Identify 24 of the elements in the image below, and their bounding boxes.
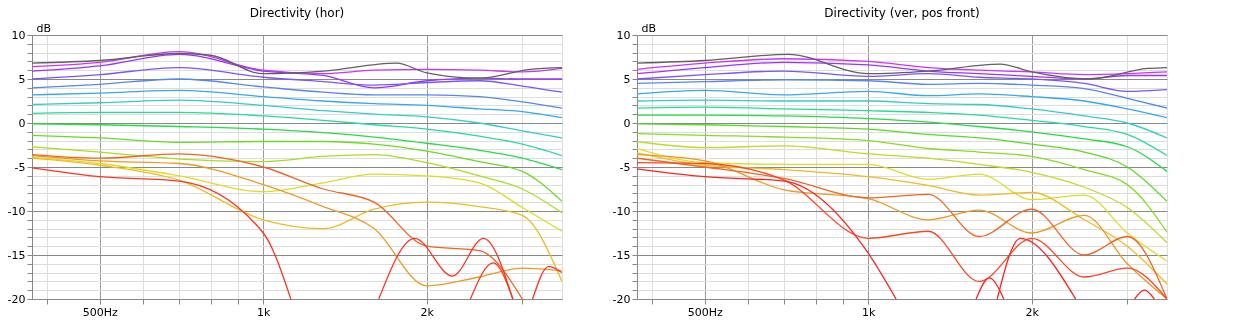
chart-title: Directivity (ver, pos front) — [824, 6, 980, 20]
x-tick-label: 500Hz — [82, 305, 119, 319]
y-tick-label: -20 — [7, 292, 26, 306]
chart-title: Directivity (hor) — [249, 6, 345, 20]
y-tick-label: -10 — [7, 204, 26, 218]
y-tick-label: -5 — [14, 160, 26, 174]
y-tick-label: 0 — [623, 116, 631, 130]
x-tick-label: 2k — [1025, 305, 1040, 319]
y-tick-label: 0 — [18, 116, 26, 130]
y-axis-title: dB — [641, 21, 657, 35]
y-tick-label: 5 — [18, 72, 26, 86]
y-tick-label: -10 — [612, 204, 631, 218]
y-tick-label: -5 — [619, 160, 631, 174]
y-tick-label: -15 — [612, 248, 631, 262]
x-tick-label: 1k — [257, 305, 272, 319]
y-tick-label: 5 — [623, 72, 631, 86]
y-tick-label: -20 — [612, 292, 631, 306]
y-axis-title: dB — [36, 21, 52, 35]
y-tick-label: 10 — [616, 28, 631, 42]
x-tick-label: 500Hz — [687, 305, 724, 319]
x-tick-label: 2k — [420, 305, 435, 319]
y-tick-label: 10 — [11, 28, 26, 42]
y-tick-label: -15 — [7, 248, 26, 262]
x-tick-label: 1k — [862, 305, 877, 319]
